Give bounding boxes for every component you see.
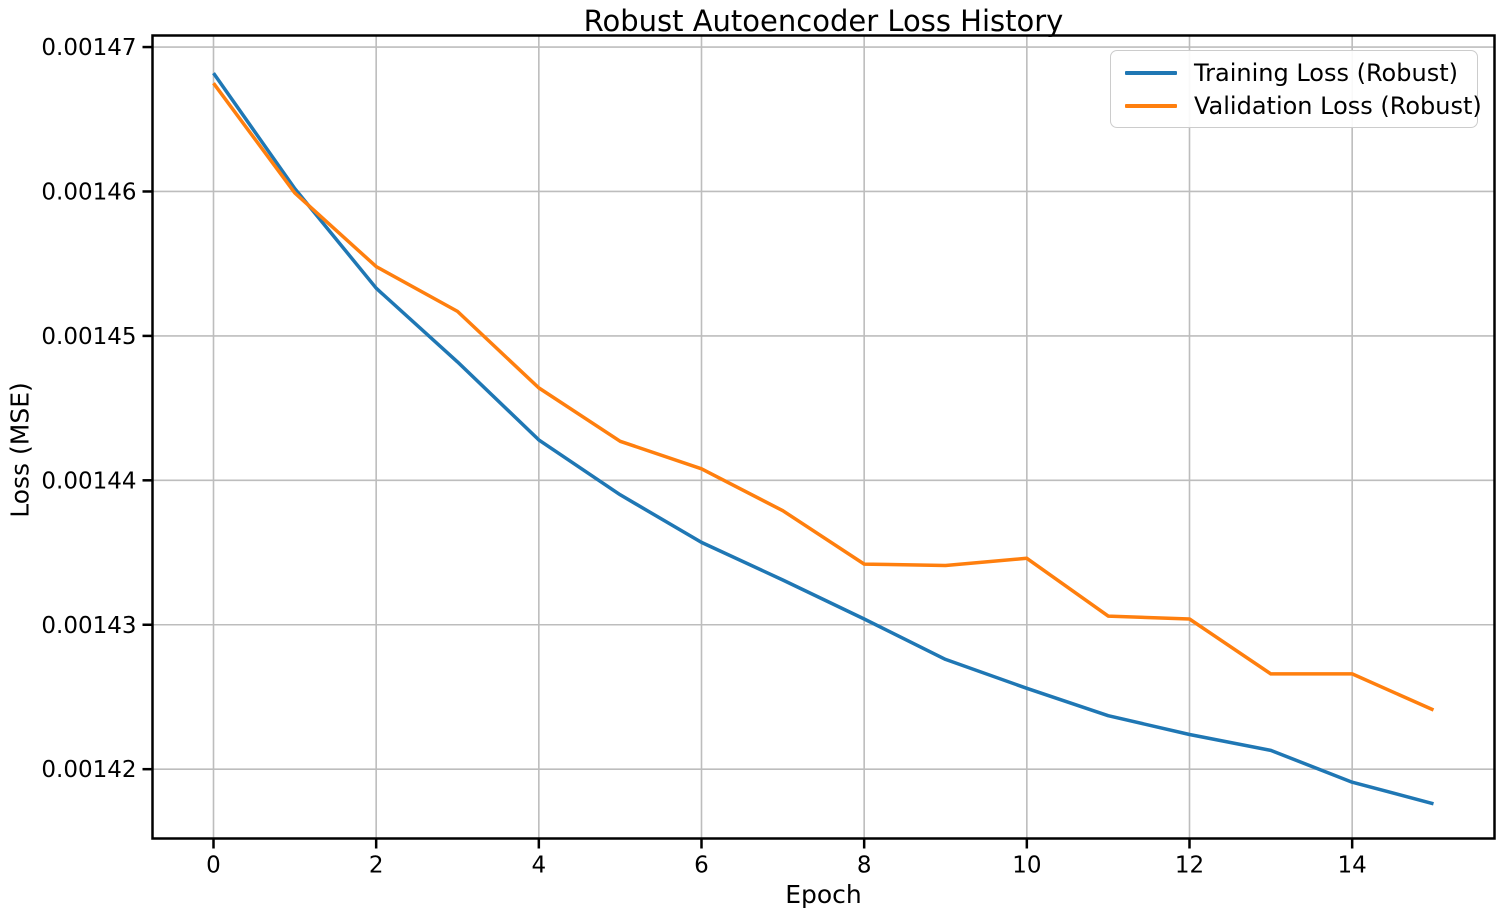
y-tick-label: 0.00145 [41, 324, 136, 350]
legend-label-validation: Validation Loss (Robust) [1194, 91, 1482, 120]
x-tick-label: 14 [1338, 853, 1367, 879]
y-axis-label: Loss (MSE) [5, 382, 35, 518]
y-tick-label: 0.00144 [41, 468, 136, 494]
x-axis-label: Epoch [785, 880, 862, 909]
y-tick-label: 0.00143 [41, 613, 136, 639]
validation-loss-robust-line [212, 82, 1435, 712]
training-loss-line-swatch [1125, 70, 1177, 75]
x-tick-label: 2 [369, 853, 384, 879]
legend: Training Loss (Robust) Validation Loss (… [1110, 50, 1482, 128]
x-tick-label: 4 [532, 853, 547, 879]
x-tick-label: 6 [694, 853, 709, 879]
axes-frame [151, 34, 1496, 840]
x-tick-label: 10 [1012, 853, 1041, 879]
x-tick-label: 8 [857, 853, 872, 879]
x-tick-label: 12 [1175, 853, 1204, 879]
x-tick-label: 0 [206, 853, 221, 879]
y-tick-label: 0.00142 [41, 757, 136, 783]
legend-label-training: Training Loss (Robust) [1194, 58, 1458, 87]
chart-title: Robust Autoencoder Loss History [583, 4, 1064, 38]
training-loss-robust-line [212, 72, 1434, 806]
y-tick-label: 0.00146 [41, 179, 136, 205]
legend-entry-training: Training Loss (Robust) [1125, 57, 1463, 88]
y-tick-label: 0.00147 [41, 35, 136, 61]
legend-entry-validation: Validation Loss (Robust) [1125, 90, 1482, 121]
validation-loss-line-swatch [1125, 103, 1177, 108]
